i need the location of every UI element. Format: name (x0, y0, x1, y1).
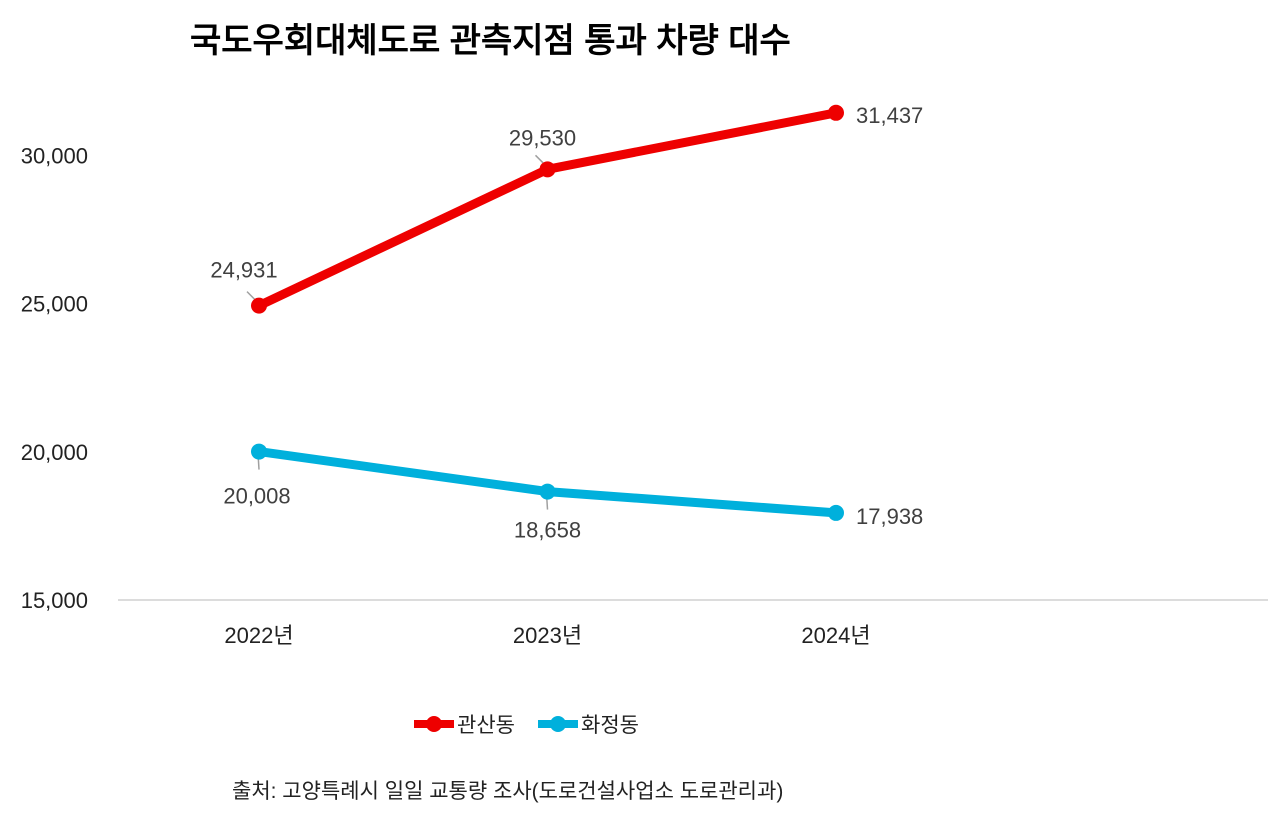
data-label: 20,008 (223, 484, 290, 509)
data-point (251, 297, 267, 314)
data-point (539, 483, 556, 500)
data-point (828, 504, 844, 521)
data-label: 29,530 (509, 125, 576, 150)
legend-item: 화정동 (538, 714, 639, 737)
chart-title: 국도우회대체도로 관측지점 통과 차량 대수 (190, 22, 791, 60)
data-label: 18,658 (514, 518, 581, 543)
data-label: 24,931 (210, 258, 277, 283)
x-tick-label: 2023년 (513, 623, 582, 648)
legend: 관산동 화정동 (414, 714, 639, 737)
source-note: 출처: 고양특례시 일일 교통량 조사(도로건설사업소 도로관리과) (232, 780, 783, 803)
data-point (251, 443, 267, 460)
data-label: 17,938 (856, 504, 923, 529)
y-tick-label: 25,000 (21, 292, 88, 317)
data-label: 31,437 (856, 103, 923, 128)
y-tick-label: 20,000 (21, 440, 88, 465)
legend-marker (550, 716, 566, 732)
legend-label: 화정동 (581, 714, 639, 737)
data-point (828, 104, 844, 121)
x-tick-label: 2024년 (801, 623, 870, 648)
series-0: 24,931 29,530 31,437 (210, 103, 923, 314)
y-tick-label: 30,000 (21, 143, 88, 168)
y-tick-label: 15,000 (21, 588, 88, 613)
legend-item: 관산동 (414, 714, 515, 737)
legend-marker (426, 716, 442, 732)
legend-label: 관산동 (457, 714, 515, 737)
series-1: 20,008 18,658 17,938 (223, 443, 923, 543)
data-point (539, 161, 556, 178)
x-tick-label: 2022년 (224, 623, 293, 648)
